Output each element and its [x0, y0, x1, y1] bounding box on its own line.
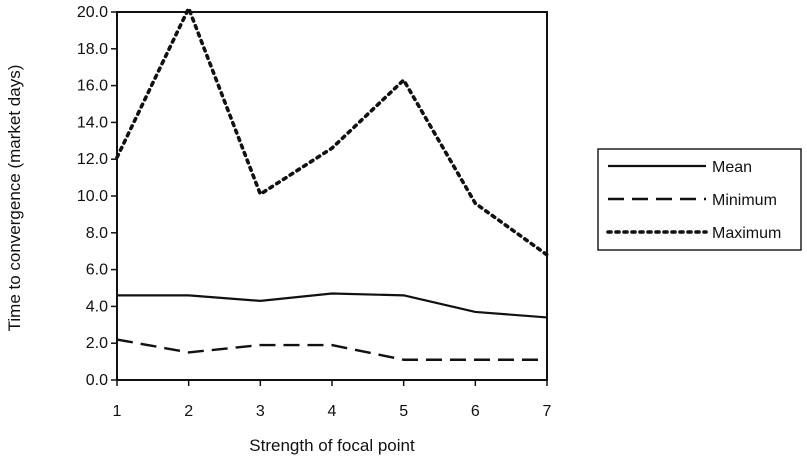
legend: Mean Minimum Maximum [597, 148, 802, 251]
y-tick-label: 4.0 [86, 298, 108, 315]
series-line-mean [117, 292, 548, 319]
y-tick-label: 10.0 [77, 188, 108, 205]
y-tick-label: 2.0 [86, 335, 108, 352]
legend-label-maximum: Maximum [712, 225, 781, 242]
x-tick-label: 6 [471, 403, 480, 420]
x-tick-label: 3 [256, 403, 265, 420]
x-tick-label: 1 [113, 403, 122, 420]
y-tick-label: 14.0 [77, 114, 108, 131]
x-axis-title: Strength of focal point [249, 436, 415, 455]
y-tick-label: 8.0 [86, 225, 108, 242]
plot-area: 0.0 2.0 4.0 6.0 8.0 10.0 12.0 14.0 16.0 18.0 20.0 1… [77, 4, 552, 420]
series-line-maximum [115, 6, 549, 257]
x-tick-label: 2 [184, 403, 193, 420]
x-tick-label: 5 [399, 403, 408, 420]
legend-label-minimum: Minimum [712, 192, 777, 209]
y-tick-label: 20.0 [77, 4, 108, 21]
series-line-minimum [116, 338, 547, 361]
y-axis-title: Time to convergence (market days) [5, 65, 24, 332]
x-tick-label: 4 [328, 403, 337, 420]
y-tick-label: 6.0 [86, 262, 108, 279]
y-tick-label: 16.0 [77, 78, 108, 95]
legend-label-mean: Mean [712, 159, 752, 176]
y-tick-label: 12.0 [77, 151, 108, 168]
y-tick-label: 18.0 [77, 41, 108, 58]
x-tick-label: 7 [543, 403, 552, 420]
y-tick-label: 0.0 [86, 372, 108, 389]
plot-frame [116, 11, 548, 381]
